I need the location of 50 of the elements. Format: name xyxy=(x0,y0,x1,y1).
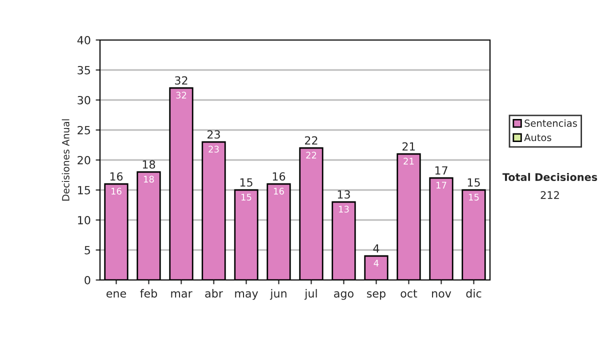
y-axis-title: Decisiones Anual xyxy=(62,119,70,201)
legend-label: Sentencias xyxy=(524,119,577,127)
y-tick-label: 15 xyxy=(78,186,90,194)
x-tick-label: dic xyxy=(466,289,482,298)
total-label: 15 xyxy=(468,178,480,187)
y-tick-label: 5 xyxy=(84,246,90,254)
x-tick-label: abr xyxy=(205,289,223,298)
data-label: 22 xyxy=(306,152,316,158)
x-tick-label: mar xyxy=(171,291,192,298)
x-tick-label: feb xyxy=(140,289,158,298)
total-label: 22 xyxy=(304,136,318,144)
total-label: 13 xyxy=(338,190,350,199)
text: 212 xyxy=(540,191,559,199)
total-label: 32 xyxy=(175,76,188,85)
data-label: 23 xyxy=(208,146,219,153)
legend-label: Autos xyxy=(524,134,552,142)
x-tick-label: ago xyxy=(334,291,354,300)
data-label: 18 xyxy=(144,176,154,183)
data-label: 15 xyxy=(469,194,479,201)
y-tick-label: 35 xyxy=(78,66,90,74)
total-label: 4 xyxy=(373,244,380,252)
x-tick-label: jun xyxy=(270,289,286,300)
y-tick-label: 0 xyxy=(84,276,90,284)
total-label: 16 xyxy=(110,172,123,181)
total-label: 21 xyxy=(402,142,415,150)
y-tick-label: 40 xyxy=(77,36,90,44)
data-label: 15 xyxy=(242,194,252,201)
total-label: 23 xyxy=(207,130,220,139)
y-tick-label: 20 xyxy=(78,156,90,164)
data-label: 21 xyxy=(404,158,414,164)
data-label: 4 xyxy=(374,260,379,266)
total-label: 18 xyxy=(142,160,156,169)
data-label: 17 xyxy=(436,182,446,188)
data-label: 16 xyxy=(274,188,284,195)
x-tick-label: sep xyxy=(367,291,386,300)
x-tick-label: oct xyxy=(400,290,418,298)
data-label: 32 xyxy=(176,92,186,99)
y-tick-label: 30 xyxy=(78,96,90,104)
total-label: 16 xyxy=(272,172,286,181)
x-tick-label: may xyxy=(235,291,258,300)
y-tick-label: 25 xyxy=(78,126,90,134)
y-tick-label: 10 xyxy=(78,216,90,224)
x-tick-label: jul xyxy=(304,289,317,300)
data-label: 16 xyxy=(112,188,122,195)
data-label: 13 xyxy=(339,206,349,213)
text: Total Decisiones xyxy=(502,172,598,182)
total-label: 15 xyxy=(240,178,252,187)
x-tick-label: ene xyxy=(106,291,126,298)
x-tick-label: nov xyxy=(432,291,452,298)
total-label: 17 xyxy=(435,166,448,174)
